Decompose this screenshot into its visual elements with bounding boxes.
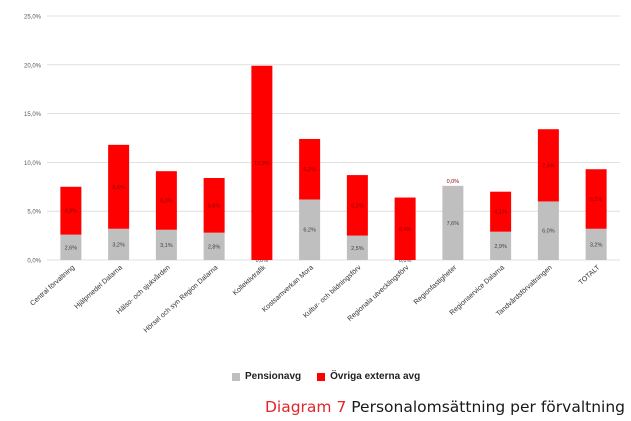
data-label-pensionavg: 2,9% xyxy=(494,244,507,250)
bar-pensionavg xyxy=(108,228,130,260)
x-category-label: Regionfastigheter xyxy=(413,264,459,306)
bar-pensionavg xyxy=(60,234,82,260)
data-label-ovriga: 0,0% xyxy=(447,179,460,185)
x-category-label: Regionservice Dalarna xyxy=(449,264,506,317)
legend-item-ovriga: Övriga externa avg xyxy=(317,371,420,382)
x-category-label: TOTALT xyxy=(578,264,602,287)
stacked-bar-chart: 0,0% 5,0% 10,0% 15,0% 20,0% 25,0% 2,6% 4,9% Cent… xyxy=(24,15,620,334)
bar-ovriga xyxy=(108,144,130,229)
data-label-pensionavg: 2,5% xyxy=(351,246,364,252)
data-label-pensionavg: 3,1% xyxy=(160,243,173,249)
bar-pensionavg xyxy=(203,232,225,260)
x-category-label: Kollektivtrafik xyxy=(232,264,268,297)
bar-ovriga xyxy=(585,169,607,229)
data-label-ovriga: 6,4% xyxy=(399,227,412,233)
data-label-ovriga: 19,9% xyxy=(254,161,270,167)
bar-ovriga xyxy=(490,191,512,232)
data-label-ovriga: 4,9% xyxy=(65,209,78,215)
bar-pensionavg xyxy=(585,228,607,260)
data-label-pensionavg: 2,8% xyxy=(208,244,221,250)
bar-pensionavg xyxy=(155,229,177,260)
data-label-ovriga: 6,0% xyxy=(160,198,173,204)
data-label-pensionavg: 0,0% xyxy=(256,258,269,264)
bar-ovriga xyxy=(299,138,321,200)
data-label-pensionavg: 3,2% xyxy=(590,242,603,248)
data-label-pensionavg: 2,6% xyxy=(65,245,78,251)
data-label-pensionavg: 6,2% xyxy=(303,228,316,234)
bar-pensionavg xyxy=(442,185,464,260)
data-label-ovriga: 6,2% xyxy=(351,203,364,209)
bar-pensionavg xyxy=(490,231,512,260)
caption-lead: Diagram 7 xyxy=(264,398,347,416)
y-tick-label: 20,0% xyxy=(24,63,42,69)
y-tick-label: 5,0% xyxy=(27,210,41,216)
x-category-label: Kostsamverkan Mora xyxy=(261,264,315,314)
caption-text: Personalomsättning per förvaltning xyxy=(346,398,625,416)
bar-ovriga xyxy=(203,178,225,233)
x-category-label: Hälso- och sjukvården xyxy=(115,263,172,315)
data-label-ovriga: 6,1% xyxy=(590,197,603,203)
data-label-pensionavg: 6,0% xyxy=(542,229,555,235)
bar-ovriga xyxy=(537,129,559,202)
data-label-ovriga: 8,6% xyxy=(112,185,125,191)
data-label-pensionavg: 0,0% xyxy=(399,258,412,264)
legend-swatch-ovriga xyxy=(317,372,326,381)
bar-ovriga xyxy=(251,65,273,260)
legend-label-ovriga: Övriga externa avg xyxy=(330,371,421,382)
data-label-ovriga: 5,6% xyxy=(208,203,221,209)
legend-swatch-pensionavg xyxy=(232,372,240,381)
data-label-ovriga: 4,1% xyxy=(494,210,507,216)
y-tick-label: 25,0% xyxy=(24,15,42,21)
legend-label-pensionavg: Pensionavg xyxy=(245,371,302,382)
bar-pensionavg xyxy=(346,235,368,260)
legend: Pensionavg Övriga externa avg xyxy=(232,371,420,382)
data-label-ovriga: 7,4% xyxy=(542,163,555,169)
bar-ovriga xyxy=(346,175,368,236)
x-category-label: Central förvaltning xyxy=(29,264,76,307)
data-label-ovriga: 6,2% xyxy=(303,167,316,173)
y-tick-label: 0,0% xyxy=(27,259,41,265)
bar-ovriga xyxy=(60,186,82,235)
bar-ovriga xyxy=(394,197,416,260)
bar-pensionavg xyxy=(537,201,559,260)
bar-pensionavg xyxy=(299,199,321,260)
data-label-pensionavg: 3,2% xyxy=(112,242,125,248)
y-tick-label: 10,0% xyxy=(24,161,42,167)
y-tick-label: 15,0% xyxy=(24,112,42,118)
bar-ovriga xyxy=(155,171,177,230)
legend-item-pensionavg: Pensionavg xyxy=(232,371,301,382)
x-category-label: Hjälpmedel Dalarna xyxy=(74,264,124,310)
data-label-pensionavg: 7,6% xyxy=(447,221,460,227)
figure-caption: Diagram 7 Personalomsättning per förvalt… xyxy=(265,398,625,416)
